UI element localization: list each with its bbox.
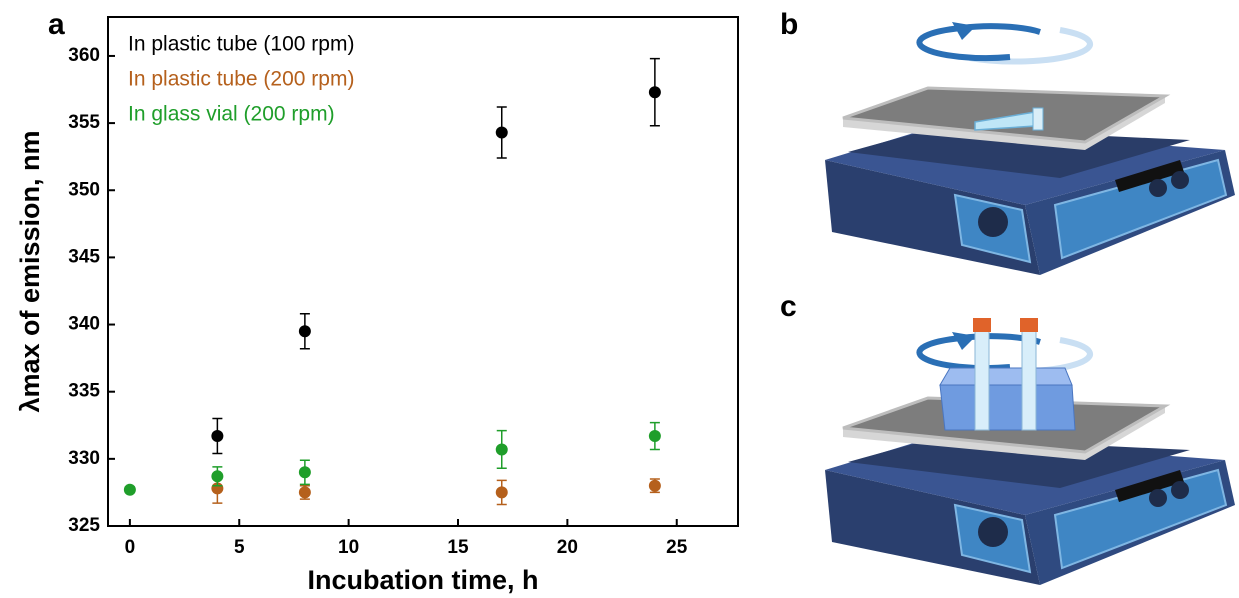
point: [298, 466, 311, 479]
point: [648, 479, 661, 492]
y-axis-title: λmax of emission, nm: [15, 130, 45, 412]
point: [211, 430, 224, 443]
shaker-b: [825, 22, 1235, 275]
point: [211, 470, 224, 483]
rack-body: [939, 384, 1076, 431]
panel-label: b: [780, 8, 798, 41]
panel-label: c: [780, 290, 797, 323]
y-tick-label: 340: [68, 314, 100, 335]
point: [123, 483, 136, 496]
x-tick-label: 5: [234, 537, 245, 558]
point: [298, 325, 311, 338]
tube-cap: [973, 318, 991, 332]
y-tick-label: 360: [68, 45, 100, 66]
x-tick-label: 10: [338, 537, 359, 558]
tube-body: [1021, 329, 1037, 431]
point: [298, 486, 311, 499]
y-tick-label: 345: [68, 246, 100, 267]
tube-cap: [1020, 318, 1038, 332]
x-tick-label: 0: [125, 537, 136, 558]
y-tick-label: 350: [68, 179, 100, 200]
point: [495, 443, 508, 456]
point: [648, 86, 661, 99]
point: [495, 126, 508, 139]
panel-label: a: [48, 8, 65, 41]
x-tick-label: 25: [666, 537, 688, 558]
point: [648, 430, 661, 443]
rack: [939, 318, 1076, 431]
tube: [974, 107, 1044, 131]
tube-body: [974, 329, 990, 431]
y-tick-label: 325: [68, 515, 100, 536]
x-tick-label: 20: [557, 537, 578, 558]
y-tick-label: 335: [68, 381, 100, 402]
x-axis-title: Incubation time, h: [307, 565, 538, 595]
rack-top: [939, 367, 1073, 386]
point: [495, 486, 508, 499]
tube-cap: [1032, 107, 1044, 131]
x-tick-label: 15: [447, 537, 469, 558]
y-tick-label: 355: [68, 112, 100, 133]
legend-entry: In plastic tube (100 rpm): [128, 33, 354, 56]
plot-frame: [107, 16, 739, 527]
legend-entry: In plastic tube (200 rpm): [128, 68, 354, 91]
y-tick-label: 330: [68, 448, 100, 469]
legend-entry: In glass vial (200 rpm): [128, 103, 335, 126]
